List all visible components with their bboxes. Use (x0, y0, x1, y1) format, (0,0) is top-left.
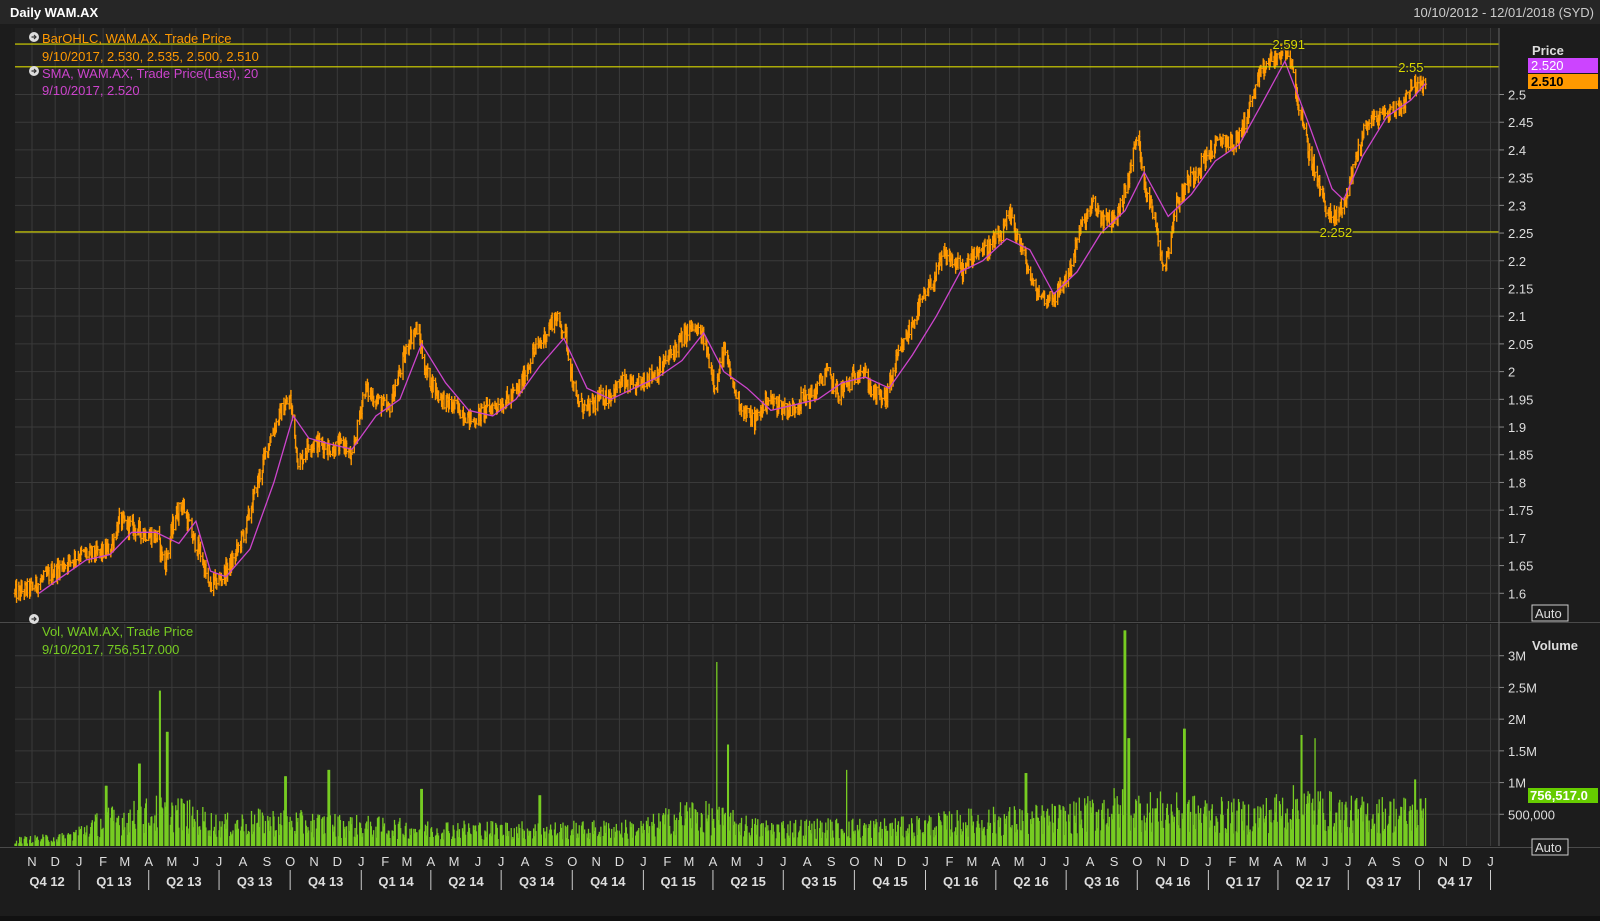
price-panel[interactable] (15, 28, 1499, 621)
reference-label: 2.55 (1398, 60, 1423, 75)
chart-title: Daily WAM.AX (10, 5, 98, 20)
reference-label: 2.252 (1320, 225, 1353, 240)
date-range: 10/10/2012 - 12/01/2018 (SYD) (1413, 5, 1594, 20)
reference-label: 2.591 (1272, 37, 1305, 52)
